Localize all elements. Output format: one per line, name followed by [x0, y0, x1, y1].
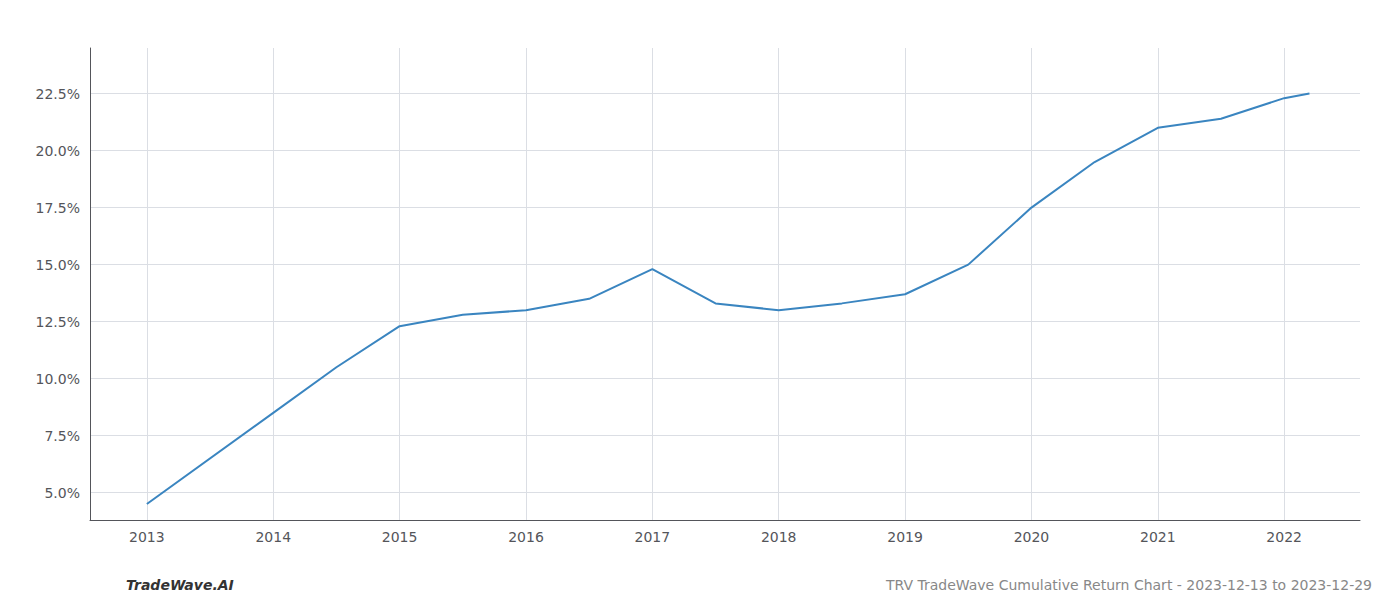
svg-text:2013: 2013	[129, 529, 165, 545]
svg-text:2014: 2014	[255, 529, 291, 545]
svg-text:22.5%: 22.5%	[36, 86, 80, 102]
svg-text:2016: 2016	[508, 529, 544, 545]
svg-text:2019: 2019	[887, 529, 923, 545]
svg-text:17.5%: 17.5%	[36, 200, 80, 216]
svg-text:2018: 2018	[761, 529, 797, 545]
svg-text:20.0%: 20.0%	[36, 143, 80, 159]
svg-text:10.0%: 10.0%	[36, 371, 80, 387]
svg-text:5.0%: 5.0%	[44, 485, 80, 501]
svg-text:2022: 2022	[1266, 529, 1302, 545]
svg-text:2021: 2021	[1140, 529, 1176, 545]
svg-text:2017: 2017	[635, 529, 671, 545]
svg-text:15.0%: 15.0%	[36, 257, 80, 273]
svg-text:2020: 2020	[1014, 529, 1050, 545]
svg-text:TradeWave.AI: TradeWave.AI	[126, 577, 234, 593]
svg-text:TRV TradeWave Cumulative Retur: TRV TradeWave Cumulative Return Chart - …	[885, 577, 1372, 593]
svg-text:7.5%: 7.5%	[44, 428, 80, 444]
svg-text:2015: 2015	[382, 529, 418, 545]
svg-text:12.5%: 12.5%	[36, 314, 80, 330]
